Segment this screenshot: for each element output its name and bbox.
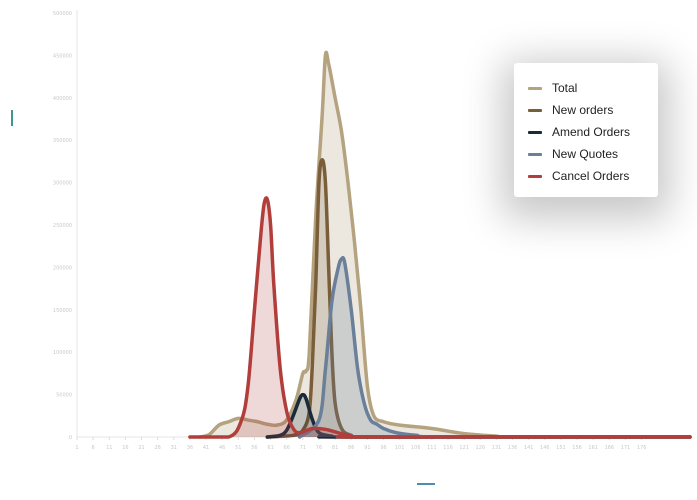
- legend-swatch: [528, 152, 542, 156]
- legend-item-new-quotes[interactable]: New Quotes: [514, 143, 658, 165]
- x-tick-label: 96: [380, 445, 386, 451]
- x-tick-label: 41: [203, 445, 209, 451]
- series-area-cancel-orders: [189, 197, 691, 437]
- x-tick-label: 66: [284, 445, 290, 451]
- y-tick-label: 450000: [53, 53, 72, 59]
- legend-swatch: [528, 108, 542, 112]
- legend-item-amend-orders[interactable]: Amend Orders: [514, 121, 658, 143]
- legend-item-cancel-orders[interactable]: Cancel Orders: [514, 165, 658, 187]
- x-tick-label: 26: [154, 445, 160, 451]
- legend-label: Cancel Orders: [552, 169, 630, 183]
- x-tick-label: 16: [122, 445, 128, 451]
- series-area-total: [199, 52, 690, 438]
- x-tick-label: 71: [300, 445, 306, 451]
- x-tick-label: 76: [316, 445, 322, 451]
- x-tick-label: 6: [92, 445, 95, 451]
- legend-label: Total: [552, 81, 578, 95]
- x-tick-label: 31: [171, 445, 177, 451]
- y-tick-label: 50000: [56, 393, 72, 399]
- y-tick-label: 100000: [53, 350, 72, 356]
- x-tick-label: 141: [524, 445, 534, 451]
- x-tick-label: 91: [364, 445, 370, 451]
- x-tick-label: 36: [187, 445, 193, 451]
- y-tick-label: 200000: [53, 265, 72, 271]
- x-tick-label: 106: [411, 445, 421, 451]
- x-tick-label: 171: [621, 445, 631, 451]
- series-cancel-orders: [188, 196, 692, 439]
- x-tick-label: 156: [572, 445, 582, 451]
- x-tick-label: 61: [267, 445, 273, 451]
- x-tick-label: 81: [332, 445, 338, 451]
- y-tick-label: 500000: [53, 11, 72, 17]
- x-tick-label: 131: [492, 445, 502, 451]
- x-tick-label: 136: [508, 445, 518, 451]
- x-axis-ticks: 1 6 11 16 21 26 31 36 41 46 51 56 61 66 71 76 81 86 91 96 10…: [75, 437, 646, 451]
- left-accent-marker: [11, 110, 13, 126]
- legend-swatch: [528, 130, 542, 134]
- x-tick-label: 161: [588, 445, 598, 451]
- series-total: [197, 50, 692, 439]
- x-tick-label: 56: [251, 445, 257, 451]
- legend-item-total[interactable]: Total: [514, 77, 658, 99]
- x-tick-label: 101: [395, 445, 405, 451]
- x-tick-label: 146: [540, 445, 550, 451]
- y-tick-label: 150000: [53, 308, 72, 314]
- x-tick-label: 121: [459, 445, 469, 451]
- legend-item-new-orders[interactable]: New orders: [514, 99, 658, 121]
- chart-legend: Total New orders Amend Orders New Quotes Can…: [514, 63, 658, 197]
- x-tick-label: 151: [556, 445, 566, 451]
- bottom-accent-marker: [417, 483, 435, 485]
- x-tick-label: 11: [106, 445, 112, 451]
- legend-swatch: [528, 174, 542, 178]
- x-tick-label: 111: [427, 445, 437, 451]
- series-area-new-quotes: [299, 257, 690, 437]
- legend-label: New Quotes: [552, 147, 619, 161]
- y-tick-label: 250000: [53, 223, 72, 229]
- x-tick-label: 176: [637, 445, 647, 451]
- y-tick-label: 400000: [53, 96, 72, 102]
- x-tick-label: 46: [219, 445, 225, 451]
- y-tick-label: 300000: [53, 181, 72, 187]
- x-tick-label: 166: [605, 445, 615, 451]
- legend-label: Amend Orders: [552, 125, 631, 139]
- legend-label: New orders: [552, 103, 614, 117]
- x-tick-label: 126: [476, 445, 486, 451]
- series-line-total[interactable]: [197, 50, 692, 439]
- x-tick-label: 116: [443, 445, 453, 451]
- x-tick-label: 51: [235, 445, 241, 451]
- legend-swatch: [528, 86, 542, 90]
- series-line-cancel-orders[interactable]: [188, 196, 692, 439]
- y-tick-label: 0: [69, 435, 72, 441]
- x-tick-label: 21: [138, 445, 144, 451]
- series-layer: [188, 50, 692, 439]
- x-tick-label: 86: [348, 445, 354, 451]
- y-axis-ticks: 0 50000 100000 150000 200000 250000 300000 3500…: [53, 11, 72, 441]
- x-tick-label: 1: [75, 445, 78, 451]
- y-tick-label: 350000: [53, 138, 72, 144]
